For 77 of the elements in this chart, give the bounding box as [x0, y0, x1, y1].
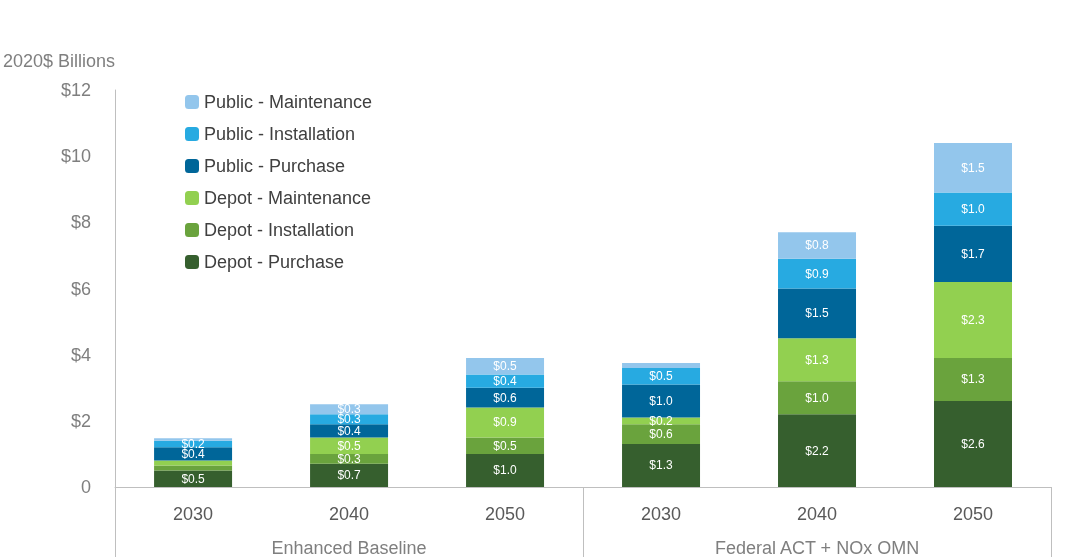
data-label: $0.9 — [493, 415, 518, 430]
data-label: $0.7 — [337, 468, 362, 483]
x-tick-label: 2040 — [329, 504, 370, 524]
bar — [466, 407, 545, 438]
bar — [466, 453, 545, 487]
bar — [310, 437, 389, 454]
data-label: $0.4 — [493, 374, 518, 389]
data-label: $0.4 — [337, 423, 362, 438]
y-tick-label: $8 — [71, 212, 92, 233]
x-tick-label: 2030 — [641, 504, 682, 524]
data-label: $1.0 — [649, 393, 674, 408]
data-label: $0.5 — [181, 471, 206, 486]
data-label: $0.3 — [337, 451, 362, 466]
data-label: $0.5 — [493, 438, 518, 453]
data-label: $0.5 — [649, 369, 674, 384]
legend-label: Public - Maintenance — [204, 92, 373, 112]
y-tick-label: $6 — [71, 278, 92, 299]
text: Enhanced Baseline — [271, 538, 427, 557]
bar — [622, 362, 701, 368]
data-label: $0.2 — [649, 413, 674, 428]
bar — [778, 288, 857, 339]
legend-label: Depot - Purchase — [204, 252, 345, 272]
legend-label: Public - Purchase — [204, 156, 346, 176]
bar — [154, 438, 233, 441]
bar — [466, 437, 545, 454]
bar — [778, 258, 857, 289]
data-label: $1.3 — [961, 372, 986, 387]
bar — [934, 400, 1012, 487]
bar — [622, 424, 701, 444]
data-label: $1.0 — [493, 463, 518, 478]
data-label: $0.9 — [805, 266, 830, 281]
data-label: $1.3 — [649, 458, 674, 473]
data-label: $1.0 — [961, 202, 986, 217]
bar — [466, 387, 545, 408]
bar — [778, 232, 857, 259]
x-tick-label: 2040 — [797, 504, 838, 524]
y-axis-title: 2020$ Billions — [3, 51, 116, 71]
bar — [934, 142, 1012, 193]
bar — [622, 384, 701, 418]
legend-label: Depot - Installation — [204, 220, 355, 240]
bar — [934, 225, 1012, 282]
y-tick-label: $12 — [61, 80, 92, 100]
y-tick-label: $2 — [71, 410, 92, 431]
x-tick-label: 2030 — [173, 504, 214, 524]
bar — [778, 338, 857, 382]
data-label: $0.6 — [493, 390, 518, 405]
x-tick-label: 2050 — [952, 504, 994, 524]
data-label: $1.3 — [805, 352, 830, 367]
data-label: $0.5 — [337, 438, 362, 453]
bar — [154, 470, 233, 487]
bar — [466, 357, 545, 375]
bar — [778, 381, 857, 415]
y-tick-label: $4 — [71, 344, 92, 365]
bar — [622, 443, 701, 487]
bar — [934, 357, 1012, 401]
data-label: $1.0 — [805, 390, 830, 405]
data-label: $0.6 — [649, 427, 674, 442]
bar — [310, 463, 389, 487]
bar — [154, 465, 233, 471]
data-label: $1.7 — [961, 246, 986, 261]
data-label: $2.6 — [961, 436, 986, 451]
data-label: $0.8 — [805, 238, 830, 253]
data-label: $1.5 — [961, 160, 986, 175]
bar — [778, 414, 857, 487]
data-label: $2.3 — [961, 312, 986, 327]
legend-label: Public - Installation — [204, 124, 356, 144]
legend-label: Depot - Maintenance — [204, 188, 372, 208]
data-label: $2.2 — [805, 443, 830, 458]
x-tick-label: 2050 — [485, 504, 526, 524]
bar — [934, 192, 1012, 226]
y-tick-label: 0 — [81, 477, 92, 497]
bar — [154, 447, 233, 461]
data-label: $1.5 — [805, 306, 830, 321]
data-label: $0.5 — [493, 359, 518, 374]
bar — [934, 281, 1012, 358]
y-tick-label: $10 — [61, 146, 92, 167]
text: Federal ACT + NOx OMN — [714, 538, 920, 557]
